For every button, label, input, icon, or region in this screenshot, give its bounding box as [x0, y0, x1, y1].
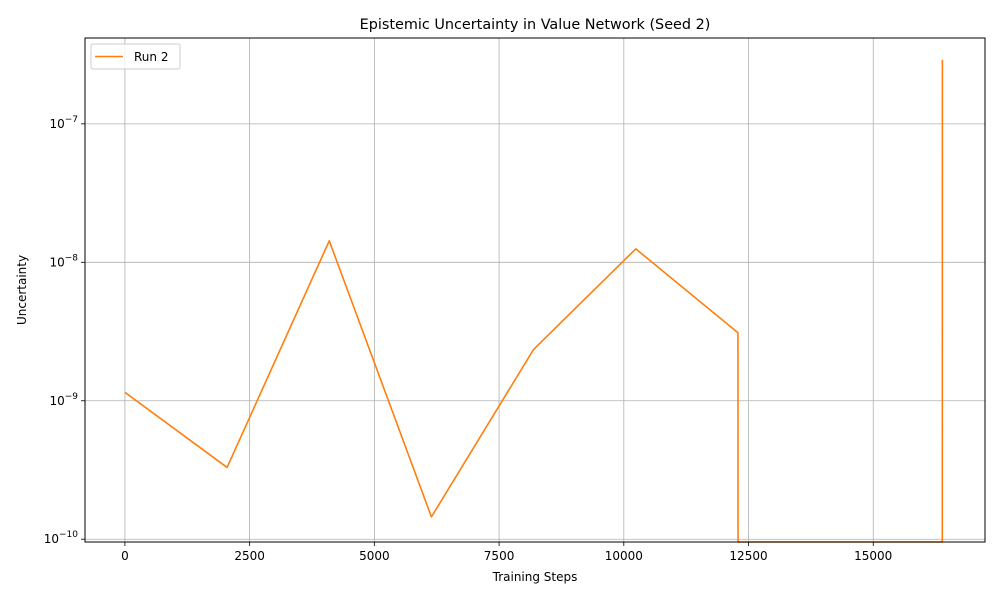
y-tick-base: 10 [44, 532, 59, 546]
x-axis: 0 2500 5000 7500 10000 12500 15000 [121, 542, 892, 563]
y-tick-base: 10 [49, 394, 64, 408]
y-tick-exponent: −7 [65, 115, 78, 125]
x-axis-label: Training Steps [492, 570, 578, 584]
x-tick-label: 2500 [234, 549, 265, 563]
legend: Run 2 [90, 43, 181, 70]
y-tick-label: 10−9 [49, 392, 78, 408]
y-tick-exponent: −8 [65, 253, 79, 263]
y-tick-label: 10−10 [44, 530, 79, 546]
plot-frame [84, 37, 986, 543]
y-axis-label: Uncertainty [15, 255, 29, 325]
y-tick-exponent: −9 [65, 392, 79, 402]
x-tick-label: 7500 [484, 549, 515, 563]
legend-label: Run 2 [134, 50, 168, 64]
legend-box [90, 43, 181, 70]
x-tick-label: 0 [121, 549, 129, 563]
y-tick-base: 10 [49, 255, 64, 269]
x-tick-label: 12500 [729, 549, 767, 563]
x-tick-label: 5000 [359, 549, 390, 563]
y-tick-label: 10−7 [49, 115, 78, 131]
chart-title: Epistemic Uncertainty in Value Network (… [360, 17, 711, 33]
x-tick-label: 10000 [605, 549, 643, 563]
x-tick-label: 15000 [854, 549, 892, 563]
y-tick-base: 10 [49, 117, 64, 131]
grid [85, 38, 985, 542]
y-tick-exponent: −10 [59, 530, 78, 540]
y-tick-label: 10−8 [49, 253, 78, 269]
